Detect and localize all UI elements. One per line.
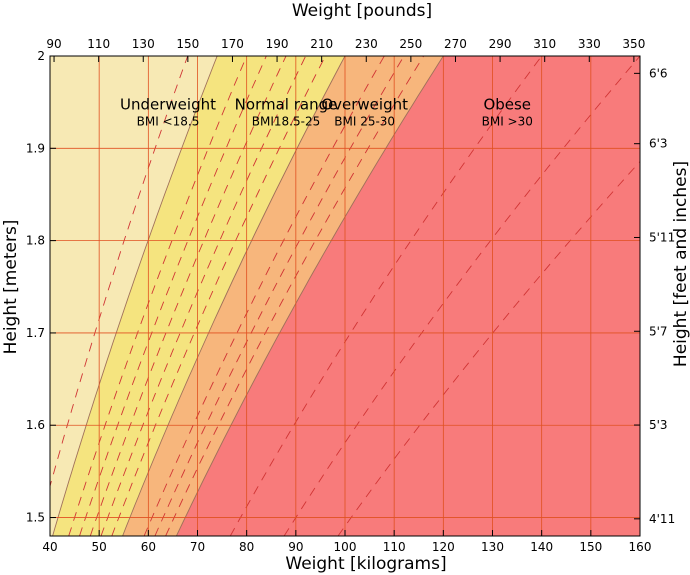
x-tick-label: 40 [42, 540, 57, 554]
bmi-dashed-line [111, 56, 326, 536]
gridlines [50, 56, 640, 536]
x-tick-label: 120 [432, 540, 455, 554]
zone-overweight [122, 56, 444, 536]
bmi-dashed-line [100, 56, 307, 536]
top-tick-label: 350 [622, 37, 645, 51]
x-tick-label: 130 [481, 540, 504, 554]
axis-ticks: 40 50 60 70 80 90 100 110 120 130 140 150 160 1.5 1.6 1… [26, 37, 675, 554]
zone-bmi-label: BMI <18.5 [137, 115, 200, 129]
zone-normal-range [52, 56, 345, 536]
top-tick-label: 190 [266, 37, 289, 51]
x-tick-label: 150 [579, 540, 602, 554]
zone-bmi-label: BMI 25-30 [334, 115, 395, 129]
y-tick-label: 1.9 [26, 141, 45, 155]
top-tick-label: 210 [310, 37, 333, 51]
bmi-dashed-line [143, 56, 385, 536]
bmi-dashed-line [283, 56, 640, 536]
bmi-dashed-line [89, 56, 287, 536]
bmi-dashed-line [50, 56, 189, 488]
y-tick-label: 1.6 [26, 418, 45, 432]
zone-boundary-line [175, 56, 444, 536]
bmi-dashed-lines [50, 56, 640, 536]
y-tick-label: 2 [37, 49, 45, 63]
zone-underweight [50, 56, 218, 536]
top-tick-label: 230 [355, 37, 378, 51]
bmi-dashed-line [337, 160, 640, 536]
top-tick-label: 150 [176, 37, 199, 51]
y-tick-label: 1.8 [26, 234, 45, 248]
zone-obese [176, 56, 640, 536]
top-tick-label: 110 [87, 37, 110, 51]
zone-name-label: Normal range [235, 96, 338, 114]
right-tick-label: 6'3 [649, 137, 668, 151]
x-tick-label: 160 [629, 540, 652, 554]
right-tick-label: 6'6 [649, 66, 668, 80]
bottom-axis-title: Weight [kilograms] [285, 554, 446, 574]
top-tick-label: 310 [533, 37, 556, 51]
top-tick-label: 90 [46, 37, 61, 51]
x-tick-label: 100 [334, 540, 357, 554]
bmi-dashed-line [154, 56, 405, 536]
zone-boundary-line [122, 56, 346, 536]
right-tick-label: 4'11 [649, 512, 675, 526]
bmi-dashed-line [79, 56, 267, 536]
x-tick-label: 80 [239, 540, 254, 554]
top-tick-label: 270 [444, 37, 467, 51]
right-tick-label: 5'11 [649, 230, 675, 244]
left-axis-title: Height [meters] [1, 220, 21, 355]
x-tick-label: 70 [190, 540, 205, 554]
zone-boundary-line [52, 56, 218, 536]
zone-name-label: Underweight [120, 96, 216, 114]
y-tick-label: 1.5 [26, 511, 45, 525]
right-tick-label: 5'3 [649, 418, 668, 432]
bmi-dashed-line [68, 56, 248, 536]
top-tick-label: 250 [399, 37, 422, 51]
x-tick-label: 60 [141, 540, 156, 554]
zone-bmi-label: BMI >30 [482, 115, 533, 129]
x-tick-label: 110 [383, 540, 406, 554]
zone-areas [50, 56, 640, 536]
x-tick-label: 90 [288, 540, 303, 554]
zone-bmi-label: BMI18.5-25 [252, 115, 320, 129]
zone-boundaries [52, 56, 444, 536]
right-tick-label: 5'7 [649, 324, 668, 338]
zone-name-label: Overweight [321, 96, 408, 114]
top-tick-label: 330 [578, 37, 601, 51]
zone-name-label: Obese [483, 96, 531, 114]
x-tick-label: 50 [92, 540, 107, 554]
top-tick-label: 290 [489, 37, 512, 51]
y-tick-label: 1.7 [26, 326, 45, 340]
bmi-dashed-line [229, 56, 543, 536]
right-axis-title: Height [feet and inches] [671, 161, 690, 367]
top-tick-label: 130 [132, 37, 155, 51]
top-axis-title: Weight [pounds] [292, 1, 432, 21]
top-tick-label: 170 [221, 37, 244, 51]
bmi-dashed-line [165, 56, 425, 536]
x-tick-label: 140 [530, 540, 553, 554]
